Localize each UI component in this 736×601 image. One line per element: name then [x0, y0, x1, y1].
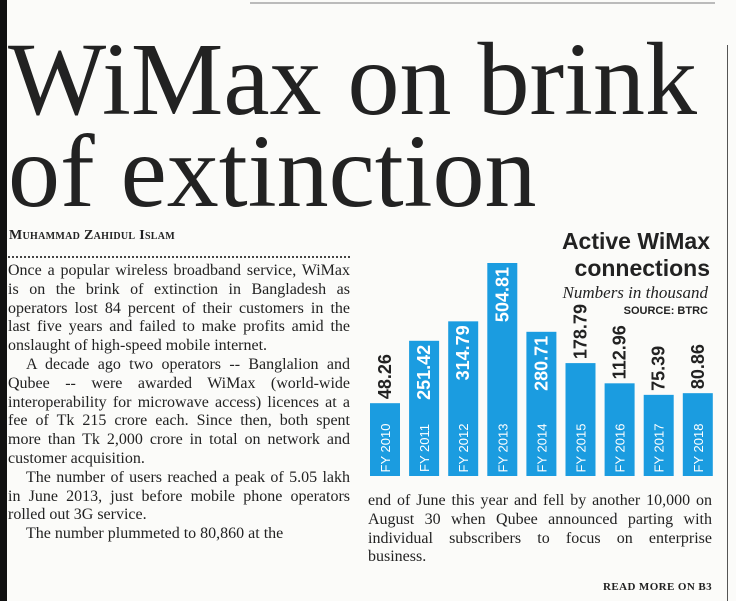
- category-label: FY 2010: [378, 424, 393, 473]
- category-label: FY 2017: [652, 424, 667, 473]
- byline: Muhammad Zahidul Islam: [9, 228, 176, 243]
- category-label: FY 2014: [534, 424, 549, 473]
- bar: [409, 340, 440, 476]
- dotted-rule: [8, 256, 350, 258]
- bar: [526, 331, 557, 476]
- bar: [448, 321, 479, 476]
- read-more[interactable]: READ MORE ON B3: [603, 581, 712, 593]
- paragraph: The number plummeted to 80,860 at the: [26, 525, 284, 543]
- category-label: FY 2018: [691, 424, 706, 473]
- bar: [643, 394, 674, 476]
- bar: [565, 363, 596, 476]
- article-column: end of June this year and fell by anothe…: [368, 492, 712, 567]
- paragraph: Once a popular wireless broadband servic…: [8, 262, 350, 355]
- category-label: FY 2015: [574, 424, 589, 473]
- value-label: 251.42: [414, 345, 434, 400]
- category-label: FY 2016: [613, 424, 628, 473]
- value-label: 80.86: [688, 344, 708, 389]
- value-label: 280.71: [531, 336, 551, 391]
- bar: [604, 383, 635, 476]
- bar: [682, 393, 713, 476]
- value-label: 504.81: [492, 267, 512, 322]
- paragraph: end of June this year and fell by anothe…: [368, 492, 712, 566]
- paragraph: A decade ago two operators -- Banglalion…: [8, 355, 350, 467]
- chart-title: Active WiMax connections: [561, 228, 710, 281]
- top-rule: [250, 2, 715, 4]
- paragraph: The number of users reached a peak of 5.…: [8, 468, 350, 524]
- value-label: 112.96: [610, 325, 630, 379]
- bar: [487, 263, 518, 476]
- bar: [370, 403, 400, 476]
- article-column: Once a popular wireless broadband servic…: [8, 262, 350, 544]
- column-rule: [727, 45, 728, 601]
- value-label: 178.79: [571, 304, 591, 359]
- value-label: 75.39: [649, 346, 669, 391]
- category-label: FY 2013: [495, 424, 510, 473]
- category-label: FY 2011: [417, 424, 432, 472]
- value-label: 48.26: [375, 354, 395, 399]
- headline: WiMax on brink of extinction: [8, 22, 698, 229]
- page-edge: [0, 0, 7, 601]
- chart-subtitle: Numbers in thousand: [562, 283, 709, 302]
- chart-source: SOURCE: BTRC: [624, 305, 708, 317]
- value-label: 314.79: [453, 325, 473, 380]
- category-label: FY 2012: [456, 424, 471, 473]
